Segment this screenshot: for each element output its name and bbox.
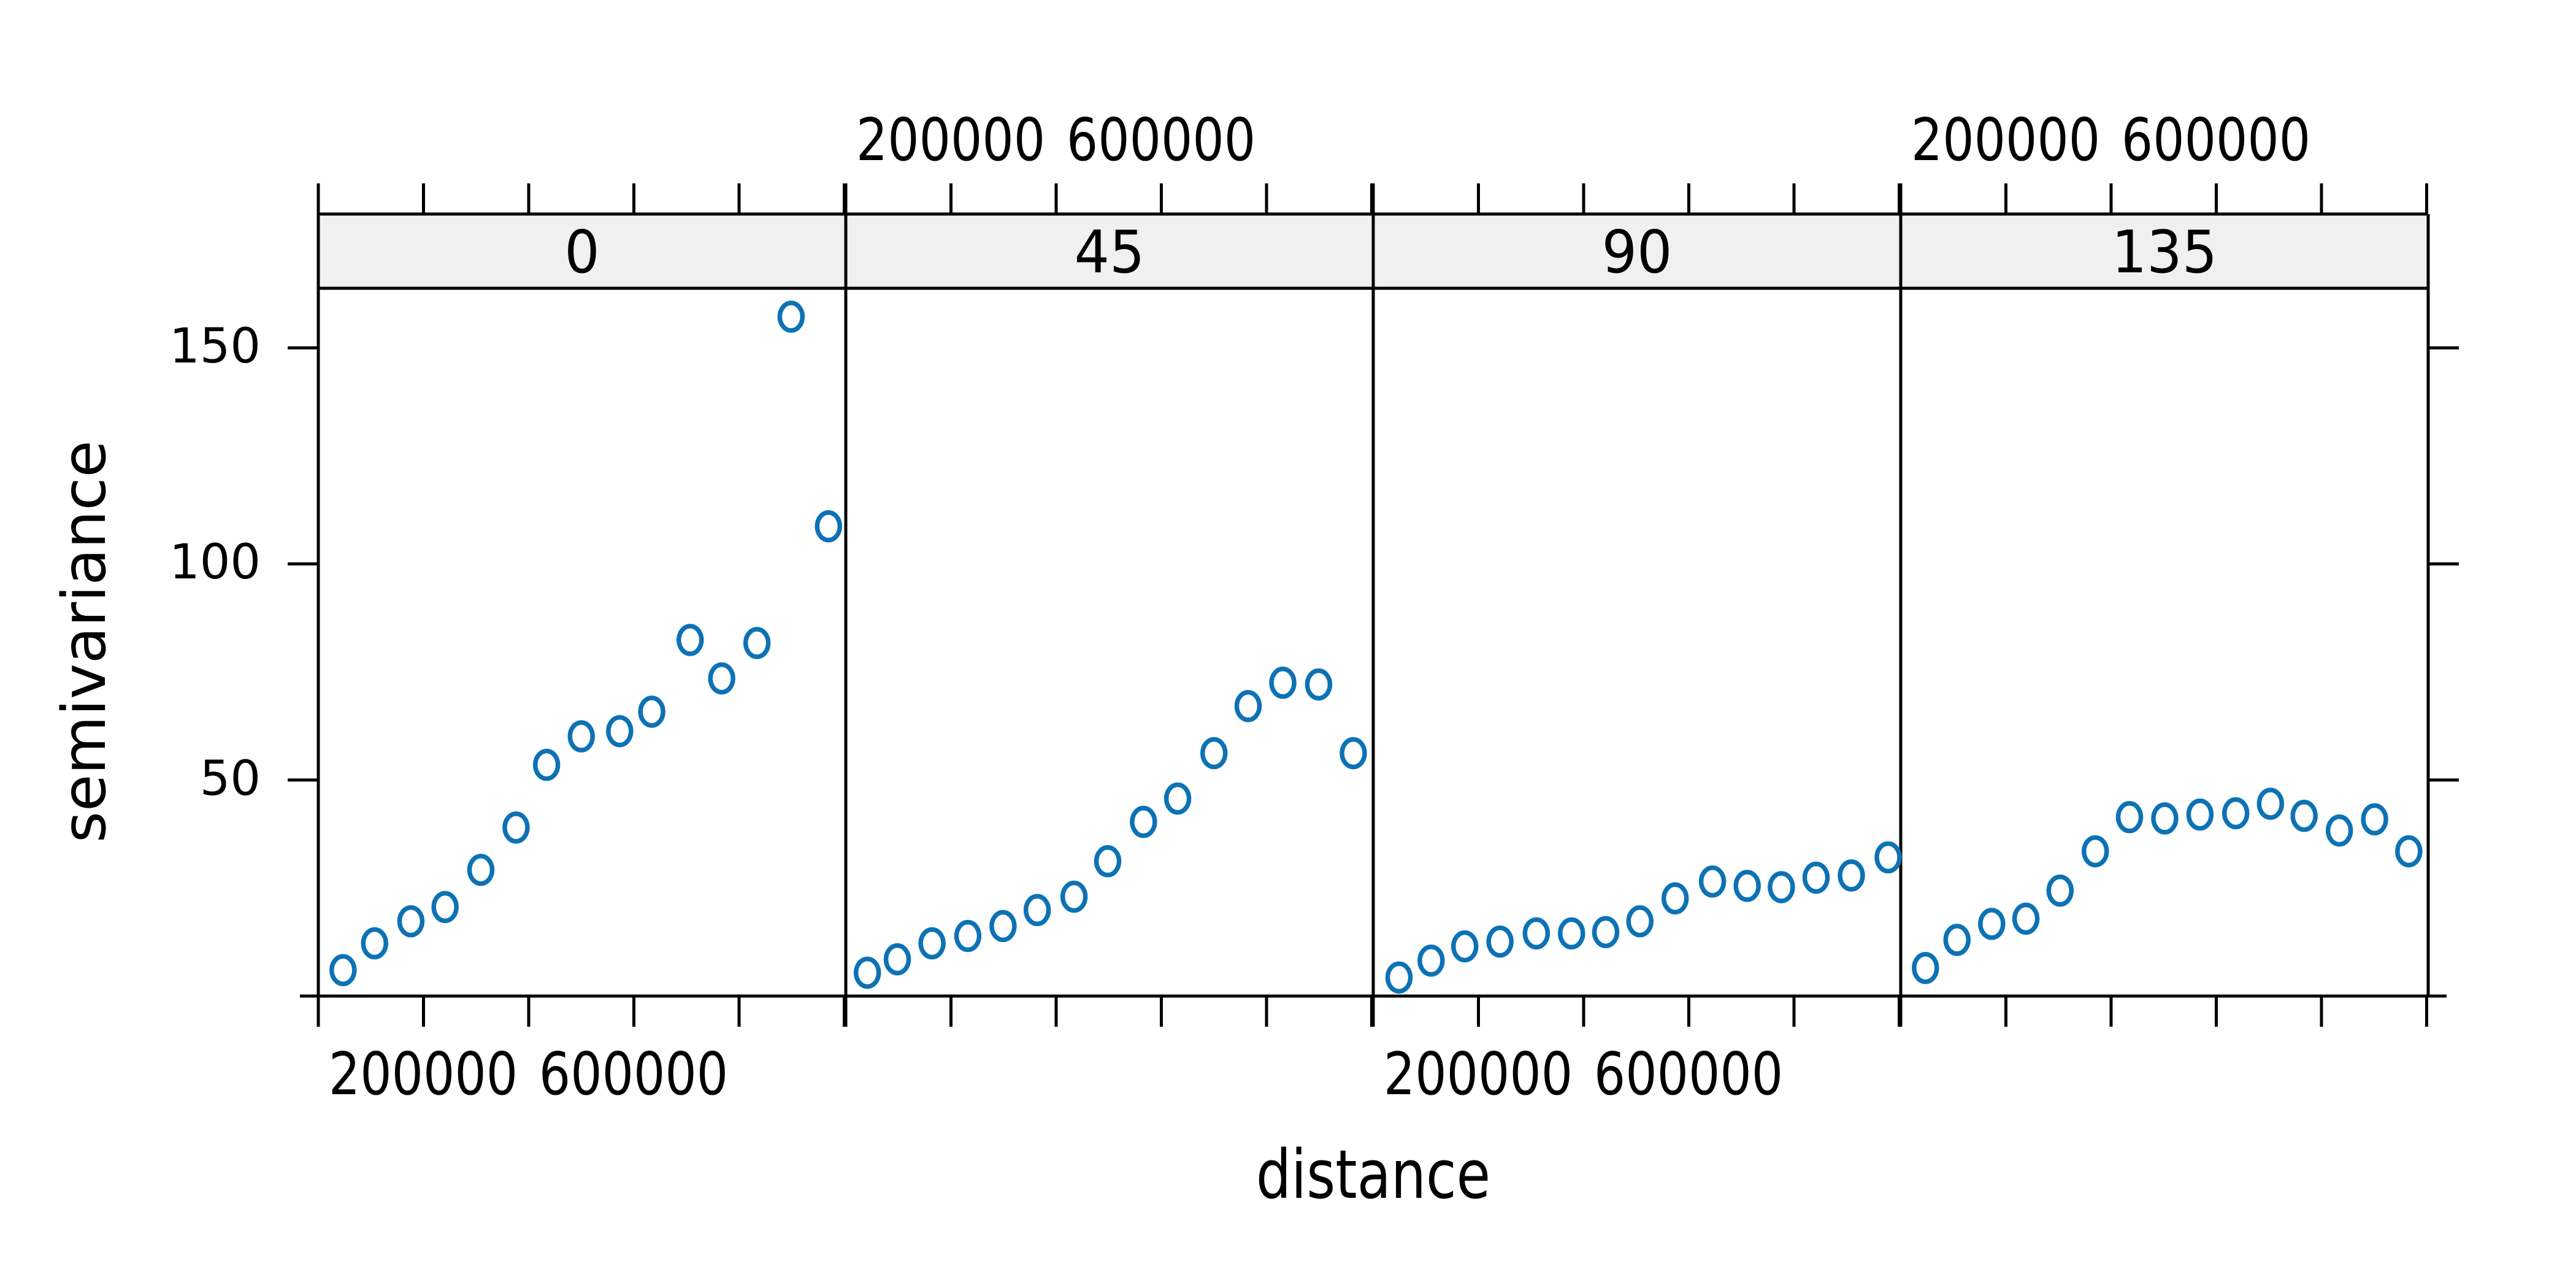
- y-tick-label-50: 50: [199, 751, 261, 807]
- data-point: [1417, 944, 1445, 977]
- data-point: [1802, 861, 1830, 894]
- data-point: [1269, 666, 1297, 699]
- data-point: [1340, 737, 1367, 770]
- data-point: [1094, 845, 1122, 878]
- data-point: [1200, 737, 1228, 770]
- data-point: [467, 854, 495, 886]
- x-tick-label-bottom-p90-200000: 200000: [1383, 1041, 1573, 1108]
- x-tick-label-top-p45-600000: 600000: [1066, 107, 1256, 174]
- data-point: [1163, 782, 1192, 815]
- data-point: [502, 811, 530, 844]
- data-point: [1943, 924, 1971, 956]
- data-point: [853, 956, 881, 989]
- data-point: [1768, 871, 1795, 903]
- data-point: [989, 910, 1017, 943]
- data-point: [2186, 798, 2214, 831]
- data-point: [677, 624, 704, 656]
- data-point: [2082, 835, 2109, 868]
- x-tick-label-top-p135-600000: 600000: [2121, 107, 2311, 174]
- data-point: [1626, 905, 1654, 938]
- data-point: [606, 715, 634, 748]
- x-tick-label-bottom-p0-600000: 600000: [539, 1041, 729, 1108]
- data-point: [2395, 835, 2423, 868]
- y-tick-label-100: 100: [169, 535, 261, 591]
- data-point: [1558, 917, 1585, 950]
- data-point: [2290, 799, 2318, 832]
- data-point: [1874, 841, 1902, 874]
- data-point: [1661, 882, 1689, 915]
- data-point: [397, 905, 425, 938]
- data-point: [1234, 689, 1262, 723]
- data-point: [1130, 805, 1157, 838]
- data-point: [2012, 902, 2040, 935]
- data-point: [743, 627, 771, 659]
- data-point: [2325, 814, 2353, 847]
- x-axis-title: distance: [1255, 1135, 1491, 1214]
- data-point: [1733, 870, 1761, 902]
- data-point: [954, 919, 982, 953]
- data-point: [1486, 925, 1514, 958]
- data-point: [1838, 859, 1865, 892]
- data-point: [638, 696, 665, 728]
- data-point: [1305, 668, 1333, 701]
- x-tick-label-top-p45-200000: 200000: [856, 107, 1046, 174]
- data-point: [1522, 917, 1551, 950]
- data-point: [1023, 894, 1051, 927]
- strip-label-0: 0: [564, 219, 600, 286]
- data-point: [329, 954, 357, 986]
- data-point: [2151, 802, 2179, 835]
- data-point: [1451, 930, 1479, 963]
- data-point: [918, 927, 946, 960]
- y-tick-label-150: 150: [169, 319, 261, 375]
- data-point: [1698, 865, 1727, 898]
- data-point: [2361, 803, 2388, 836]
- data-point: [2115, 801, 2144, 834]
- data-point: [361, 927, 389, 960]
- strip-label-135: 135: [2111, 219, 2218, 286]
- data-point: [1060, 880, 1088, 913]
- data-point: [815, 510, 843, 543]
- data-point: [2046, 874, 2074, 907]
- data-point: [708, 662, 735, 695]
- data-point: [2256, 788, 2285, 820]
- data-point: [1978, 908, 2006, 940]
- data-point: [567, 720, 595, 753]
- data-point: [431, 891, 459, 924]
- data-point: [777, 301, 805, 333]
- data-point: [1385, 961, 1413, 994]
- data-point: [1592, 916, 1620, 948]
- x-tick-label-top-p135-200000: 200000: [1911, 107, 2101, 174]
- x-tick-label-bottom-p0-200000: 200000: [328, 1041, 518, 1108]
- data-point: [883, 943, 911, 976]
- strip-label-90: 90: [1601, 219, 1673, 286]
- data-point: [1912, 951, 1939, 984]
- data-point: [2221, 797, 2250, 830]
- data-point: [532, 748, 561, 781]
- strip-label-45: 45: [1074, 219, 1145, 286]
- x-tick-label-bottom-p90-600000: 600000: [1593, 1041, 1784, 1108]
